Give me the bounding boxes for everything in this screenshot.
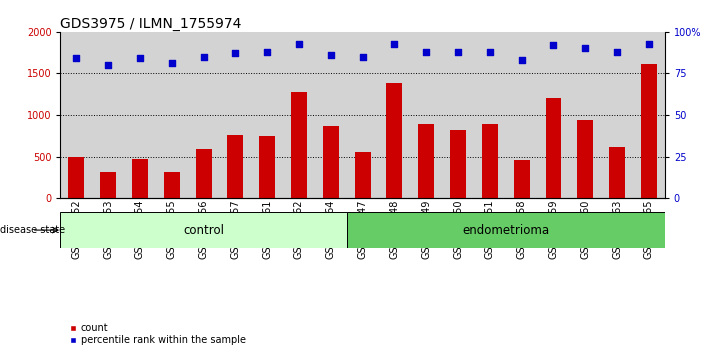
Bar [347,212,665,248]
Bar [164,172,180,198]
Point [294,41,305,46]
Point [134,56,146,61]
Bar [260,136,275,198]
Bar [577,120,593,198]
Bar [387,84,402,198]
Bar [418,124,434,198]
Bar [323,126,338,198]
Point [198,54,209,59]
Point [166,61,178,66]
Point [325,52,336,58]
Point [357,54,368,59]
Legend: count, percentile rank within the sample: count, percentile rank within the sample [65,319,250,349]
Point [547,42,559,48]
Point [484,49,496,55]
Text: disease state: disease state [0,225,65,235]
Bar [609,147,625,198]
Point [643,41,655,46]
Point [262,49,273,55]
Bar [228,135,243,198]
Text: GDS3975 / ILMN_1755974: GDS3975 / ILMN_1755974 [60,17,242,31]
Text: control: control [183,224,224,236]
Text: endometrioma: endometrioma [462,224,550,236]
Bar [514,160,530,198]
Point [452,49,464,55]
Bar [68,158,85,198]
Point [420,49,432,55]
Point [70,56,82,61]
Bar [545,98,562,198]
Point [611,49,623,55]
Bar [291,92,307,198]
Bar [450,130,466,198]
Bar [60,212,347,248]
Point [516,57,528,63]
Point [579,46,591,51]
Point [389,41,400,46]
Bar [196,149,212,198]
Point [102,62,114,68]
Bar [482,124,498,198]
Bar [132,159,148,198]
Bar [355,152,370,198]
Bar [641,64,657,198]
Point [230,51,241,56]
Bar [100,172,116,198]
